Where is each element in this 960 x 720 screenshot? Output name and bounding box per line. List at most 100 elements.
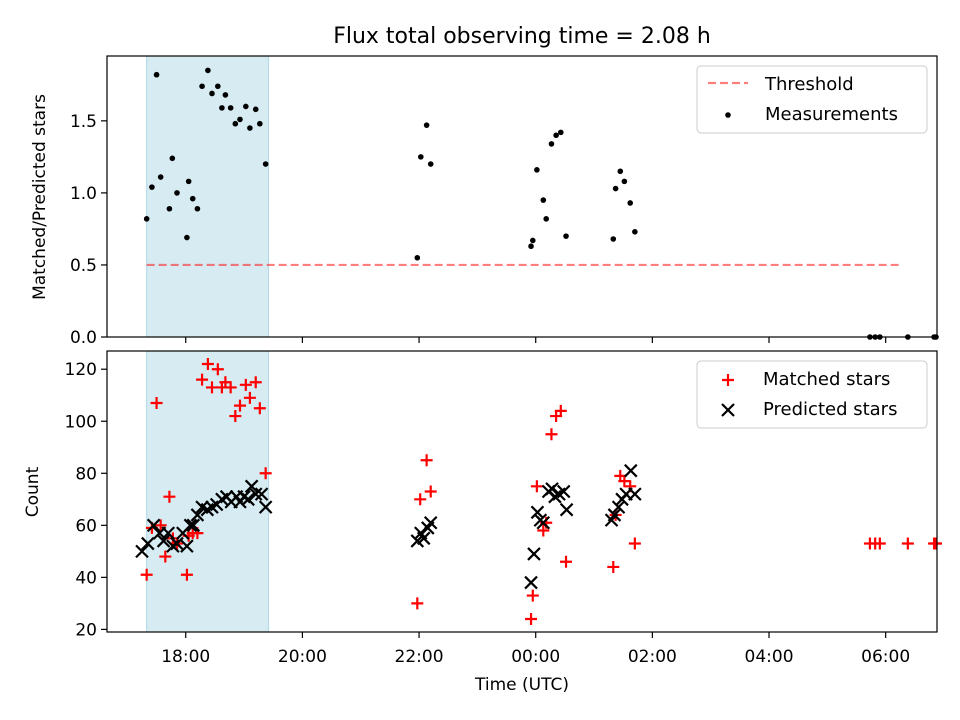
matched-star-point: [253, 402, 266, 415]
matched-star-point: [545, 428, 558, 441]
measurement-point: [610, 236, 617, 242]
count-panel: 20 40 60 80 100 120 18:00 20:00 22:00 00:00 02:00…: [23, 350, 942, 695]
measurement-point: [548, 141, 555, 147]
measurement-point: [257, 120, 263, 127]
measurement-point: [169, 155, 176, 162]
measurement-point: [534, 167, 540, 173]
count-ytick-label: 40: [75, 568, 97, 588]
measurements-legend-swatch: [725, 112, 731, 118]
predicted-star-point: [258, 500, 273, 514]
measurement-point: [243, 103, 249, 110]
matched-star-point: [219, 376, 232, 389]
matched-star-point: [243, 391, 256, 404]
measurement-point: [627, 200, 633, 206]
matched-legend-swatch: [722, 374, 734, 386]
matched-star-point: [163, 490, 176, 503]
matched-star-point: [259, 467, 272, 480]
predicted-star-point: [170, 536, 184, 551]
observing-window-rect: [146, 55, 270, 338]
ratio-y-axis: 0.0 0.5 1.0 1.5: [70, 112, 107, 348]
measurement-point: [563, 233, 569, 239]
ratio-legend-box: [696, 65, 928, 134]
measurement-point: [199, 83, 205, 90]
measurement-point: [205, 67, 211, 74]
predicted-star-point: [527, 547, 541, 561]
time-xtick-label: 02:00: [628, 647, 677, 667]
predicted-star-point: [244, 479, 259, 494]
matched-star-point: [560, 555, 573, 568]
ratio-ytick-label: 0.5: [70, 256, 97, 276]
predicted-star-point: [241, 492, 255, 507]
measurement-point: [232, 120, 239, 127]
matched-star-point: [537, 524, 550, 537]
matched-star-point: [249, 376, 262, 389]
ratio-axes-frame: [106, 55, 938, 338]
matched-star-point: [154, 519, 167, 532]
predicted-star-point: [416, 531, 431, 546]
predicted-star-point: [545, 482, 559, 496]
measurement-point: [252, 106, 259, 113]
matched-star-point: [525, 612, 538, 625]
measurement-point: [157, 174, 164, 180]
matched-star-point: [628, 537, 641, 550]
matched-star-point: [229, 410, 242, 423]
matched-star-point: [224, 381, 237, 394]
predicted-stars-points: [135, 463, 642, 590]
measurement-point: [529, 237, 536, 244]
time-xtick-label: 20:00: [278, 647, 327, 667]
matched-star-point: [411, 597, 424, 610]
matched-star-point: [201, 358, 214, 371]
ratio-ytick-label: 1.0: [70, 184, 97, 204]
ratio-legend: Threshold Measurements: [696, 65, 928, 134]
measurement-point: [528, 243, 534, 250]
predicted-star-point: [628, 487, 642, 501]
count-axes-frame: [106, 350, 938, 633]
measurement-point: [621, 178, 628, 185]
predicted-star-point: [180, 539, 194, 553]
matched-star-point: [901, 537, 914, 550]
measurement-point: [215, 83, 221, 90]
measurement-point: [166, 205, 173, 212]
measurement-point: [185, 178, 192, 185]
ratio-y-label: Matched/Predicted stars: [30, 94, 50, 300]
matched-star-point: [159, 550, 172, 563]
predicted-star-point: [141, 536, 155, 551]
matched-star-point: [414, 493, 427, 506]
predicted-star-point: [530, 505, 545, 520]
threshold-legend-label: Threshold: [764, 74, 854, 95]
matched-star-point: [140, 568, 153, 581]
time-xtick-label: 22:00: [395, 647, 444, 667]
predicted-star-point: [524, 575, 538, 590]
matched-star-point: [211, 363, 224, 376]
measurement-point: [184, 234, 190, 241]
measurement-point: [194, 205, 201, 212]
predicted-star-point: [248, 487, 263, 501]
measurement-point: [262, 161, 269, 167]
matched-star-point: [554, 404, 567, 417]
matched-star-point: [150, 397, 163, 410]
time-xtick-label: 04:00: [745, 647, 794, 667]
measurement-point: [543, 216, 550, 222]
measurement-point: [414, 254, 421, 261]
matched-star-point: [530, 480, 543, 493]
measurement-point: [557, 129, 564, 136]
count-ytick-label: 120: [65, 360, 97, 380]
measurement-point: [219, 105, 225, 111]
measurement-point: [209, 90, 215, 97]
predicted-star-point: [183, 518, 198, 533]
ratio-ytick-label: 1.5: [70, 112, 97, 132]
ratio-panel: 0.0 0.5 1.0 1.5 Matched/Predicted stars Thr…: [30, 55, 939, 348]
matched-star-point: [196, 373, 209, 386]
count-ytick-label: 100: [65, 412, 97, 432]
measurement-point: [237, 116, 243, 123]
measurement-point: [227, 105, 234, 111]
measurement-point: [247, 125, 253, 131]
count-y-axis: 20 40 60 80 100 120: [65, 360, 107, 640]
ratio-x-ticks: [185, 337, 887, 343]
time-x-label: Time (UTC): [474, 675, 569, 695]
measurement-point: [540, 197, 547, 203]
time-xtick-label: 06:00: [861, 647, 910, 667]
measurement-point: [222, 92, 229, 98]
measurement-point: [617, 168, 624, 175]
